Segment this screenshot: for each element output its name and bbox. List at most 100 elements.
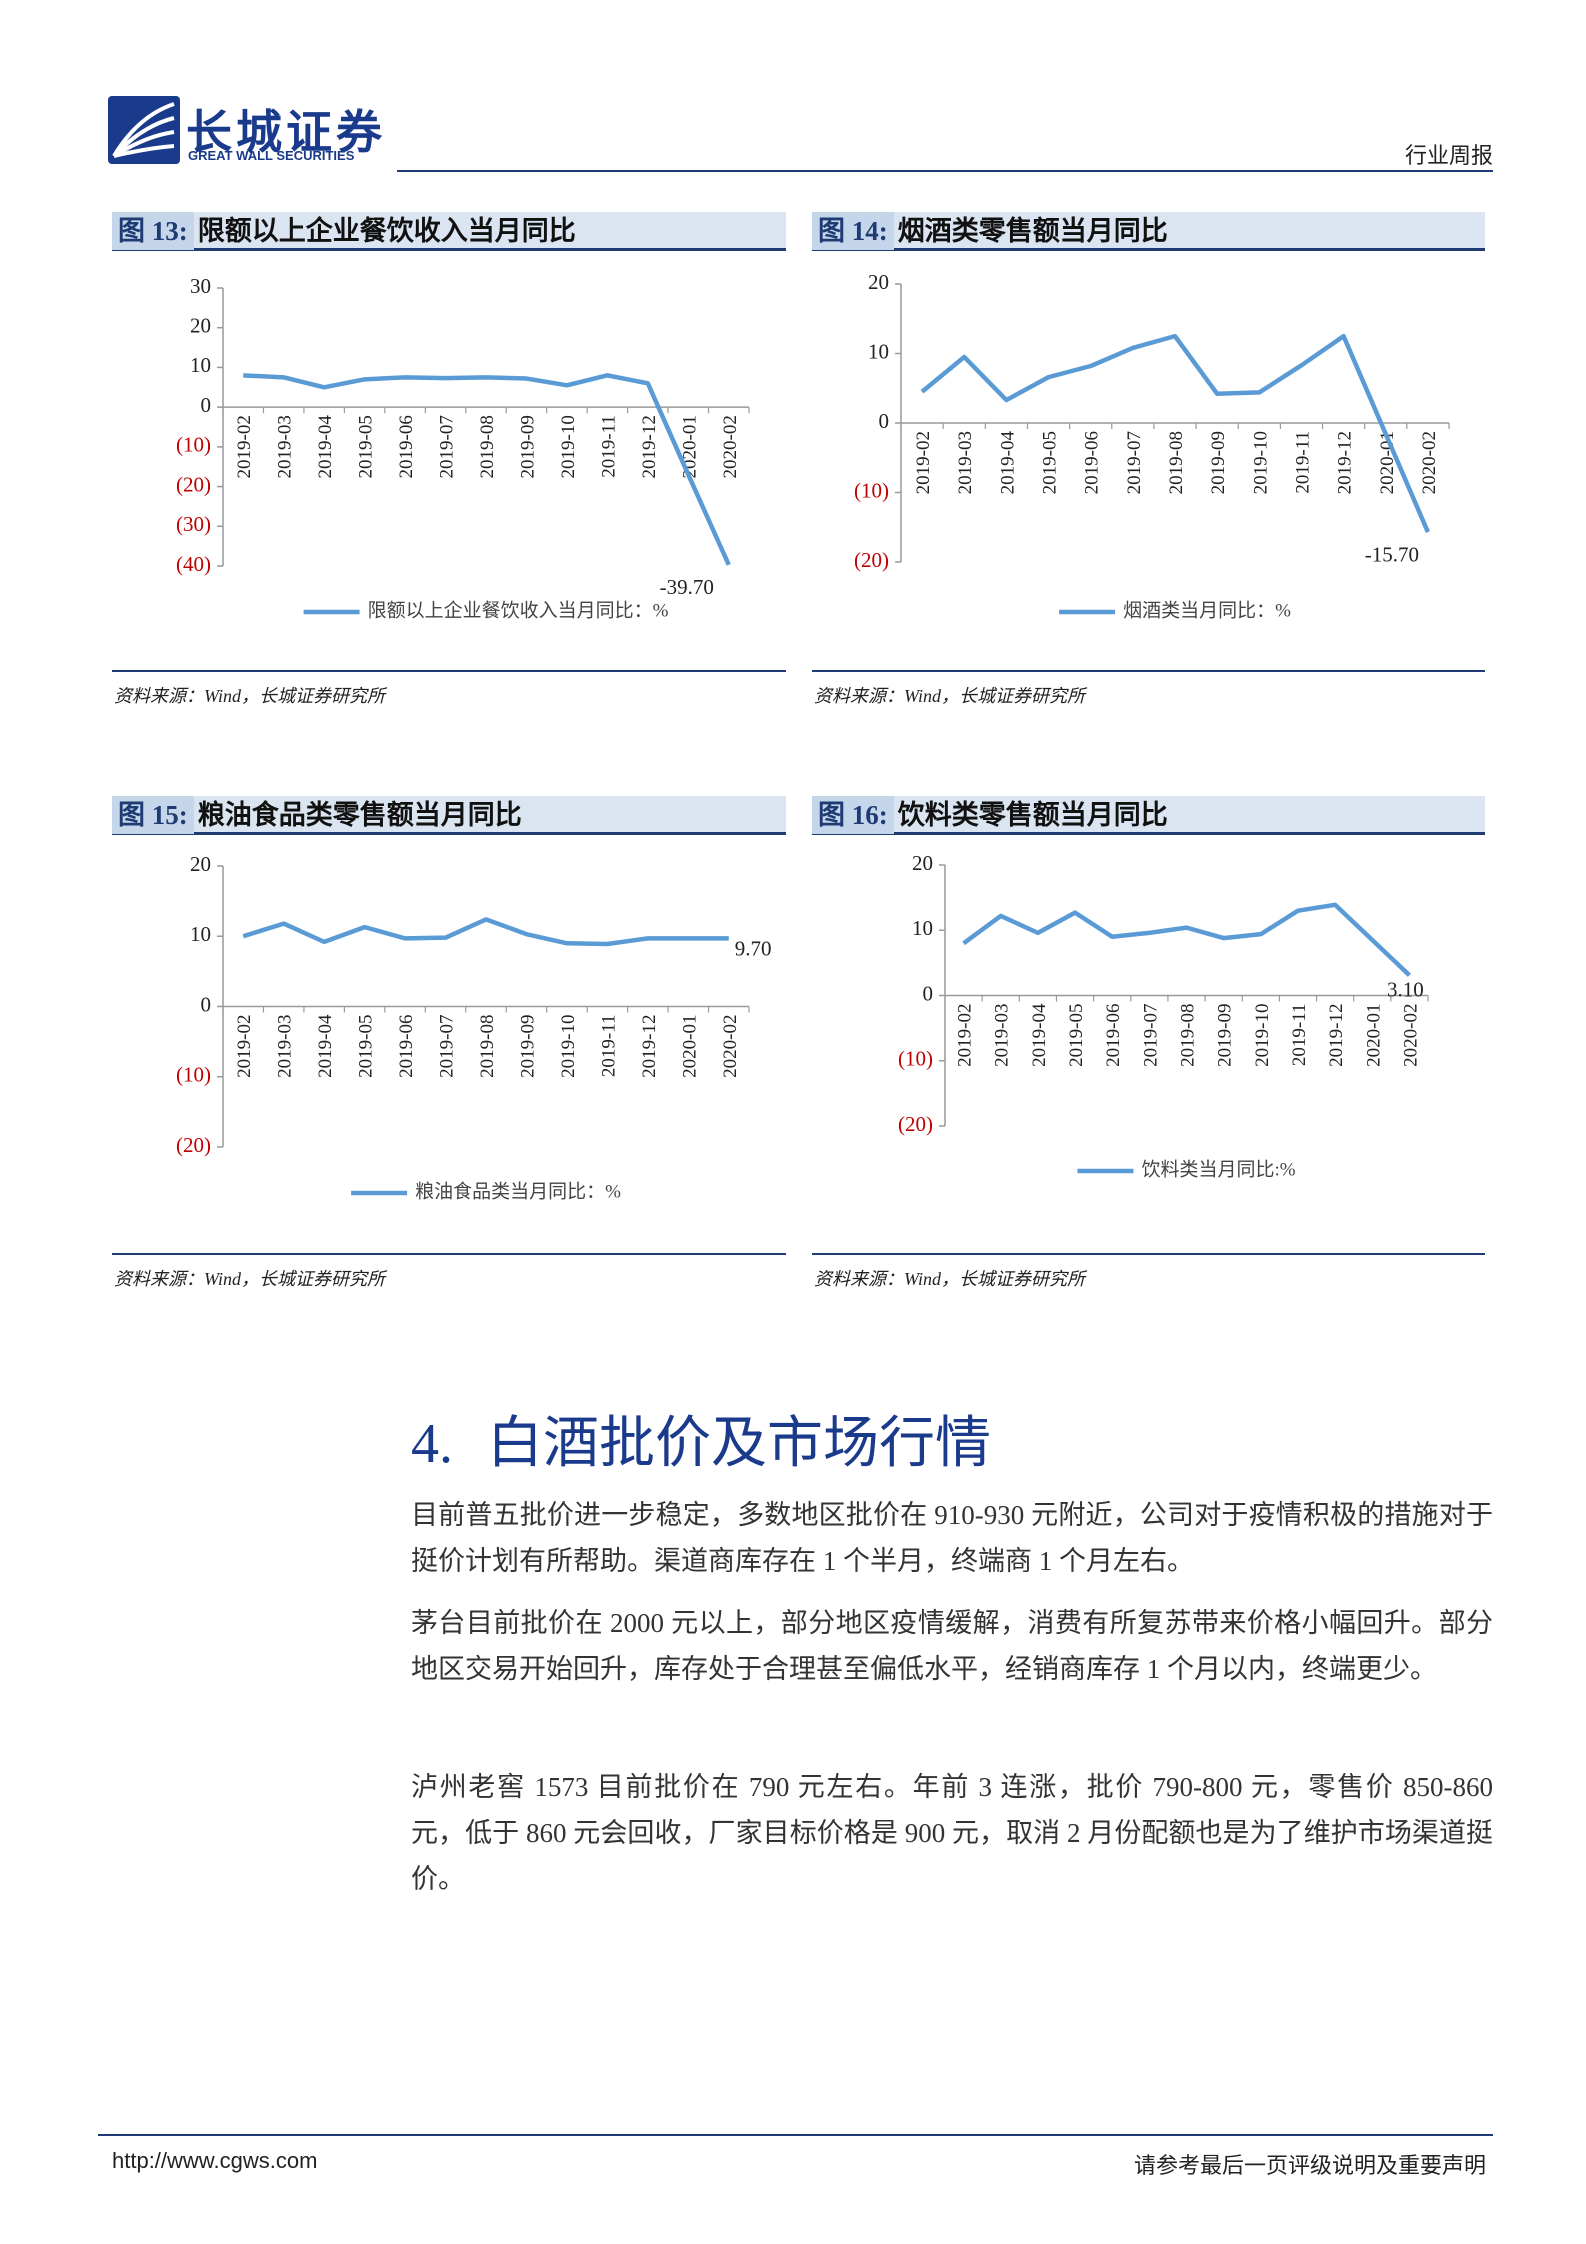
- figure-title: 限额以上企业餐饮收入当月同比: [197, 216, 576, 246]
- figure-label: 图 15:: [112, 796, 194, 834]
- x-tick-label: 2019-08: [477, 415, 498, 478]
- y-tick-label: (10): [176, 433, 211, 457]
- figure-title-bar: 图 13: 限额以上企业餐饮收入当月同比: [112, 212, 786, 251]
- x-tick-label: 2019-07: [1124, 431, 1145, 494]
- figure-title-bar: 图 14: 烟酒类零售额当月同比: [812, 212, 1485, 251]
- x-tick-label: 2019-08: [1166, 431, 1187, 494]
- figure-label: 图 14:: [812, 212, 894, 250]
- x-tick-label: 2019-10: [1252, 1004, 1273, 1067]
- y-tick-label: 30: [190, 274, 211, 298]
- source-rule: [112, 670, 786, 672]
- x-tick-label: 2019-02: [913, 431, 934, 494]
- figure-source: 资料来源：Wind，长城证券研究所: [814, 686, 1086, 706]
- x-tick-label: 2019-12: [1326, 1004, 1347, 1067]
- x-tick-label: 2020-02: [1419, 431, 1440, 494]
- data-line: [242, 917, 729, 947]
- source-rule: [812, 670, 1485, 672]
- x-tick-label: 2019-10: [558, 415, 579, 478]
- y-tick-label: (20): [898, 1112, 933, 1136]
- x-tick-label: 2019-12: [1335, 431, 1356, 494]
- x-tick-label: 2019-05: [356, 1015, 377, 1078]
- y-tick-label: (20): [176, 1133, 211, 1157]
- x-tick-label: 2019-11: [598, 415, 619, 478]
- x-tick-label: 2019-08: [1178, 1004, 1199, 1067]
- y-tick-label: 0: [201, 393, 212, 417]
- figure-title-bar: 图 15: 粮油食品类零售额当月同比: [112, 796, 786, 835]
- data-line: [243, 373, 731, 566]
- x-tick-label: 2019-07: [1140, 1004, 1161, 1067]
- x-tick-label: 2019-12: [639, 1015, 660, 1078]
- data-label: 3.10: [1387, 977, 1424, 1001]
- y-tick-label: (10): [854, 478, 889, 502]
- section-heading: 4. 白酒批价及市场行情: [411, 1398, 991, 1479]
- source-rule: [812, 1253, 1485, 1255]
- legend-label: 烟酒类当月同比：%: [1123, 599, 1291, 621]
- data-label: -39.70: [660, 575, 714, 599]
- x-tick-label: 2019-03: [275, 1015, 296, 1078]
- footer-disclaimer: 请参考最后一页评级说明及重要声明: [1133, 2153, 1486, 2178]
- y-tick-label: (20): [854, 548, 889, 572]
- legend-label: 粮油食品类当月同比：%: [415, 1180, 621, 1202]
- x-tick-label: 2019-10: [558, 1015, 579, 1078]
- section-title: 白酒批价及市场行情: [487, 1413, 991, 1475]
- y-tick-label: 10: [912, 916, 933, 940]
- x-tick-label: 2019-04: [997, 431, 1018, 495]
- x-tick-label: 2019-07: [437, 415, 458, 478]
- x-tick-label: 2019-02: [234, 415, 255, 478]
- footer-rule: [98, 2134, 1493, 2136]
- logo-text: 长城证券: [186, 107, 386, 158]
- chart: 20 10 0 (10) (20) 2019-02 2019-03 2019-04 2019-0…: [176, 852, 772, 1203]
- x-tick-label: 2019-12: [639, 415, 660, 478]
- x-tick-label: 2020-02: [1400, 1004, 1421, 1067]
- y-tick-label: 20: [868, 270, 889, 294]
- paragraph: 目前普五批价进一步稳定，多数地区批价在 910-930 元附近，公司对于疫情积极…: [411, 1500, 1493, 1576]
- figure-title: 烟酒类零售额当月同比: [897, 216, 1168, 246]
- y-tick-label: (10): [898, 1047, 933, 1071]
- paragraph: 泸州老窖 1573 目前批价在 790 元左右。年前 3 连涨，批价 790-8…: [411, 1772, 1493, 1894]
- figure-source: 资料来源：Wind，长城证券研究所: [114, 686, 386, 706]
- x-tick-label: 2019-09: [1215, 1004, 1236, 1067]
- x-tick-label: 2019-03: [275, 415, 296, 478]
- x-tick-label: 2019-04: [1029, 1003, 1050, 1067]
- y-tick-label: (40): [176, 552, 211, 576]
- chart: 30 20 10 0 (10) (20) (30) (40) 2019-02 2019-03 201…: [176, 274, 750, 621]
- x-tick-label: 2019-05: [356, 415, 377, 478]
- source-rule: [112, 1253, 786, 1255]
- x-tick-label: 2020-01: [679, 415, 700, 478]
- y-tick-label: 0: [201, 992, 212, 1016]
- logo-subtext: GREAT WALL SECURITIES: [188, 148, 355, 163]
- x-tick-label: 2019-06: [1082, 431, 1103, 494]
- data-label: -15.70: [1365, 542, 1419, 566]
- legend-label: 限额以上企业餐饮收入当月同比：%: [368, 599, 669, 621]
- y-tick-label: (30): [176, 512, 211, 536]
- x-tick-label: 2020-01: [679, 1015, 700, 1078]
- x-tick-label: 2019-08: [477, 1015, 498, 1078]
- figure-label: 图 13:: [112, 212, 194, 250]
- x-tick-label: 2019-05: [1066, 1004, 1087, 1067]
- figure-title: 粮油食品类零售额当月同比: [197, 800, 522, 830]
- y-tick-label: 20: [912, 851, 933, 875]
- x-tick-label: 2019-10: [1250, 431, 1271, 494]
- x-tick-label: 2019-05: [1040, 431, 1061, 494]
- y-tick-label: (10): [176, 1063, 211, 1087]
- section-number: 4.: [411, 1413, 453, 1475]
- x-tick-label: 2020-01: [1363, 1004, 1384, 1067]
- figure-source: 资料来源：Wind，长城证券研究所: [814, 1269, 1086, 1289]
- report-type: 行业周报: [1404, 143, 1493, 168]
- x-tick-label: 2019-06: [1103, 1004, 1124, 1067]
- x-tick-label: 2019-04: [315, 415, 336, 479]
- y-tick-label: 20: [190, 314, 211, 338]
- x-tick-label: 2019-04: [315, 1014, 336, 1078]
- x-tick-label: 2019-06: [396, 415, 417, 478]
- y-tick-label: 0: [923, 981, 934, 1005]
- x-tick-label: 2019-06: [396, 1015, 417, 1078]
- x-tick-label: 2019-11: [1292, 431, 1313, 494]
- x-tick-label: 2019-02: [955, 1004, 976, 1067]
- logo-emblem: [108, 96, 180, 164]
- x-tick-label: 2019-03: [992, 1004, 1013, 1067]
- x-tick-label: 2019-03: [955, 431, 976, 494]
- paragraph: 茅台目前批价在 2000 元以上，部分地区疫情缓解，消费有所复苏带来价格小幅回升…: [411, 1608, 1493, 1684]
- x-tick-label: 2019-07: [437, 1015, 458, 1078]
- x-tick-label: 2019-09: [517, 415, 538, 478]
